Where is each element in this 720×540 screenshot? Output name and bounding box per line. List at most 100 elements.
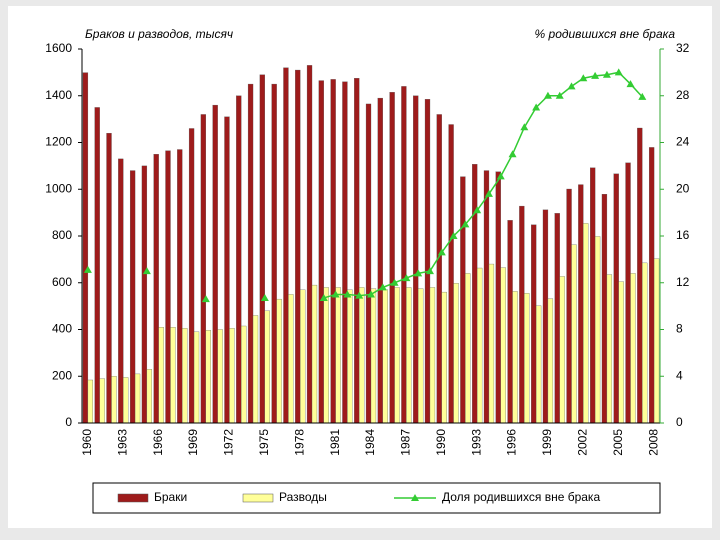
bar (601, 194, 608, 424)
y-tick-label: 1600 (45, 41, 72, 55)
x-tick-label: 1987 (399, 429, 413, 456)
bar (648, 147, 655, 424)
x-tick-label: 1978 (292, 429, 306, 456)
y-tick-label: 1200 (45, 135, 72, 149)
bar (224, 116, 230, 424)
bar (547, 298, 554, 424)
bar (111, 376, 117, 424)
bar (370, 288, 377, 424)
line-marker (355, 291, 364, 299)
bar (571, 244, 577, 424)
line-marker (390, 278, 399, 286)
x-tick-label: 2005 (611, 429, 625, 456)
bar (311, 284, 318, 424)
y2-tick-label: 28 (676, 88, 690, 102)
bar (177, 149, 183, 424)
y-tick-label: 600 (52, 275, 72, 289)
x-tick-label: 1984 (363, 429, 377, 456)
line-marker (508, 150, 517, 158)
bar (99, 378, 105, 424)
bar (347, 289, 353, 424)
bar (542, 209, 549, 424)
bar (429, 287, 436, 424)
bar (500, 267, 506, 424)
bar (82, 72, 89, 424)
x-tick-label: 1969 (186, 429, 200, 456)
x-tick-label: 1999 (540, 429, 554, 456)
bar (389, 92, 395, 424)
line-marker (461, 220, 470, 228)
y-tick-label: 1000 (45, 181, 72, 195)
bar (531, 224, 537, 424)
y2-tick-label: 0 (676, 415, 683, 429)
x-tick-label: 1963 (115, 429, 129, 456)
bar (94, 107, 100, 424)
legend-swatch (242, 493, 274, 503)
bar (306, 65, 313, 424)
bar (606, 274, 613, 424)
x-tick-label: 1996 (505, 429, 519, 456)
bar (106, 132, 112, 424)
legend-label: Разводы (279, 490, 327, 504)
bar (212, 104, 218, 424)
line-marker (142, 267, 151, 275)
x-tick-label: 2002 (575, 429, 589, 456)
bar (465, 273, 471, 424)
y2-tick-label: 4 (676, 368, 683, 382)
bar (276, 298, 282, 424)
bar (259, 74, 265, 424)
bar (252, 315, 259, 424)
y2-tick-label: 32 (676, 41, 690, 55)
bar (158, 327, 164, 424)
line-marker (520, 123, 529, 131)
line-marker (402, 274, 411, 282)
bar (448, 124, 454, 424)
line-marker (543, 91, 552, 99)
bar (483, 170, 490, 424)
bar (170, 327, 176, 424)
bar (394, 287, 400, 424)
bar (566, 188, 572, 424)
bar (146, 369, 152, 424)
bar (241, 325, 247, 424)
bar (295, 69, 301, 424)
y2-tick-label: 20 (676, 181, 690, 195)
bar (188, 128, 195, 424)
bar (642, 262, 648, 424)
line-marker (425, 267, 434, 275)
bar (247, 83, 254, 424)
line-marker (331, 290, 340, 298)
bar (625, 162, 631, 424)
bar (365, 103, 372, 424)
bar (193, 331, 200, 424)
legend-marker (411, 494, 419, 501)
y-tick-label: 400 (52, 322, 72, 336)
line-marker (614, 68, 623, 76)
line-marker (638, 92, 647, 100)
x-tick-label: 1972 (222, 429, 236, 456)
legend-label: Браки (154, 490, 187, 504)
x-tick-label: 2008 (646, 429, 660, 456)
line-marker (602, 70, 611, 78)
y-tick-label: 800 (52, 228, 72, 242)
bar (637, 127, 643, 424)
bar (323, 287, 329, 424)
line-marker (579, 74, 588, 82)
bar (182, 328, 188, 424)
bar (229, 328, 235, 424)
x-tick-label: 1975 (257, 429, 271, 456)
bar (613, 173, 619, 424)
line-marker (83, 265, 92, 273)
line-marker (449, 232, 458, 239)
bar (524, 293, 530, 424)
bar (413, 95, 419, 424)
bar (123, 377, 129, 424)
bar (129, 170, 136, 424)
bar (165, 150, 171, 424)
y-tick-label: 0 (65, 415, 72, 429)
bar (382, 289, 388, 424)
bar (535, 305, 542, 424)
y2-tick-label: 8 (676, 322, 683, 336)
line-marker (591, 71, 600, 79)
